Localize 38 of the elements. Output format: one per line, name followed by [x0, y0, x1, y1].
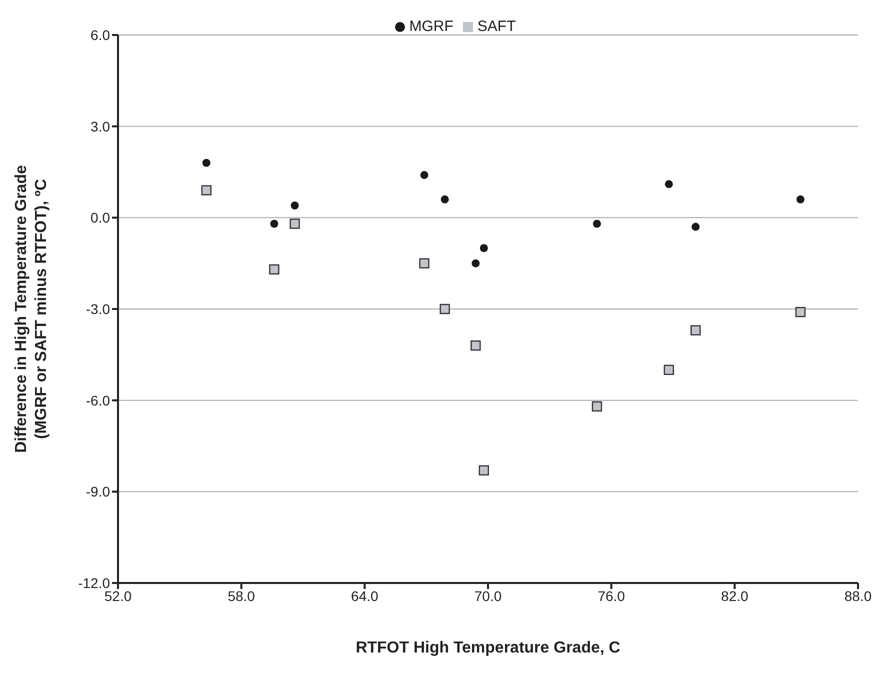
point [478, 465, 489, 476]
point [420, 171, 428, 180]
point [440, 195, 449, 204]
x-tick-label: 70.0 [474, 588, 502, 604]
x-tick-label: 82.0 [721, 588, 749, 604]
x-tick-label: 88.0 [844, 588, 872, 604]
x-tick-label: 58.0 [228, 588, 256, 604]
point [592, 401, 602, 412]
y-tick-label: 0.0 [90, 210, 110, 226]
point [592, 220, 601, 228]
point [692, 222, 700, 231]
point [664, 180, 673, 188]
point [440, 304, 450, 314]
point [472, 259, 480, 268]
point [690, 325, 701, 336]
legend-label: SAFT [477, 18, 516, 35]
point [419, 258, 430, 268]
y-tick-label: -9.0 [86, 484, 110, 500]
point [796, 195, 804, 204]
point [664, 364, 674, 375]
y-tick-label: 3.0 [90, 118, 110, 134]
point [470, 340, 481, 351]
legend-label: MGRF [409, 18, 454, 35]
point [269, 264, 280, 275]
y-tick-label: 6.0 [90, 26, 110, 43]
y-tick-label: -6.0 [86, 392, 110, 408]
point [270, 220, 278, 228]
x-tick-label: 64.0 [351, 588, 379, 604]
x-tick-label: 76.0 [598, 588, 626, 604]
point [201, 185, 212, 196]
y-tick-label: -3.0 [86, 300, 110, 317]
point [795, 306, 806, 318]
x-axis-title: RTFOT High Temperature Grade, C [356, 639, 621, 656]
point [290, 201, 299, 210]
point [480, 244, 488, 252]
y-axis-title: Difference in High Temperature Grade (MGRF or SAFT minus RTFOT), ºC [13, 165, 50, 453]
point [202, 158, 210, 167]
point [290, 218, 300, 229]
